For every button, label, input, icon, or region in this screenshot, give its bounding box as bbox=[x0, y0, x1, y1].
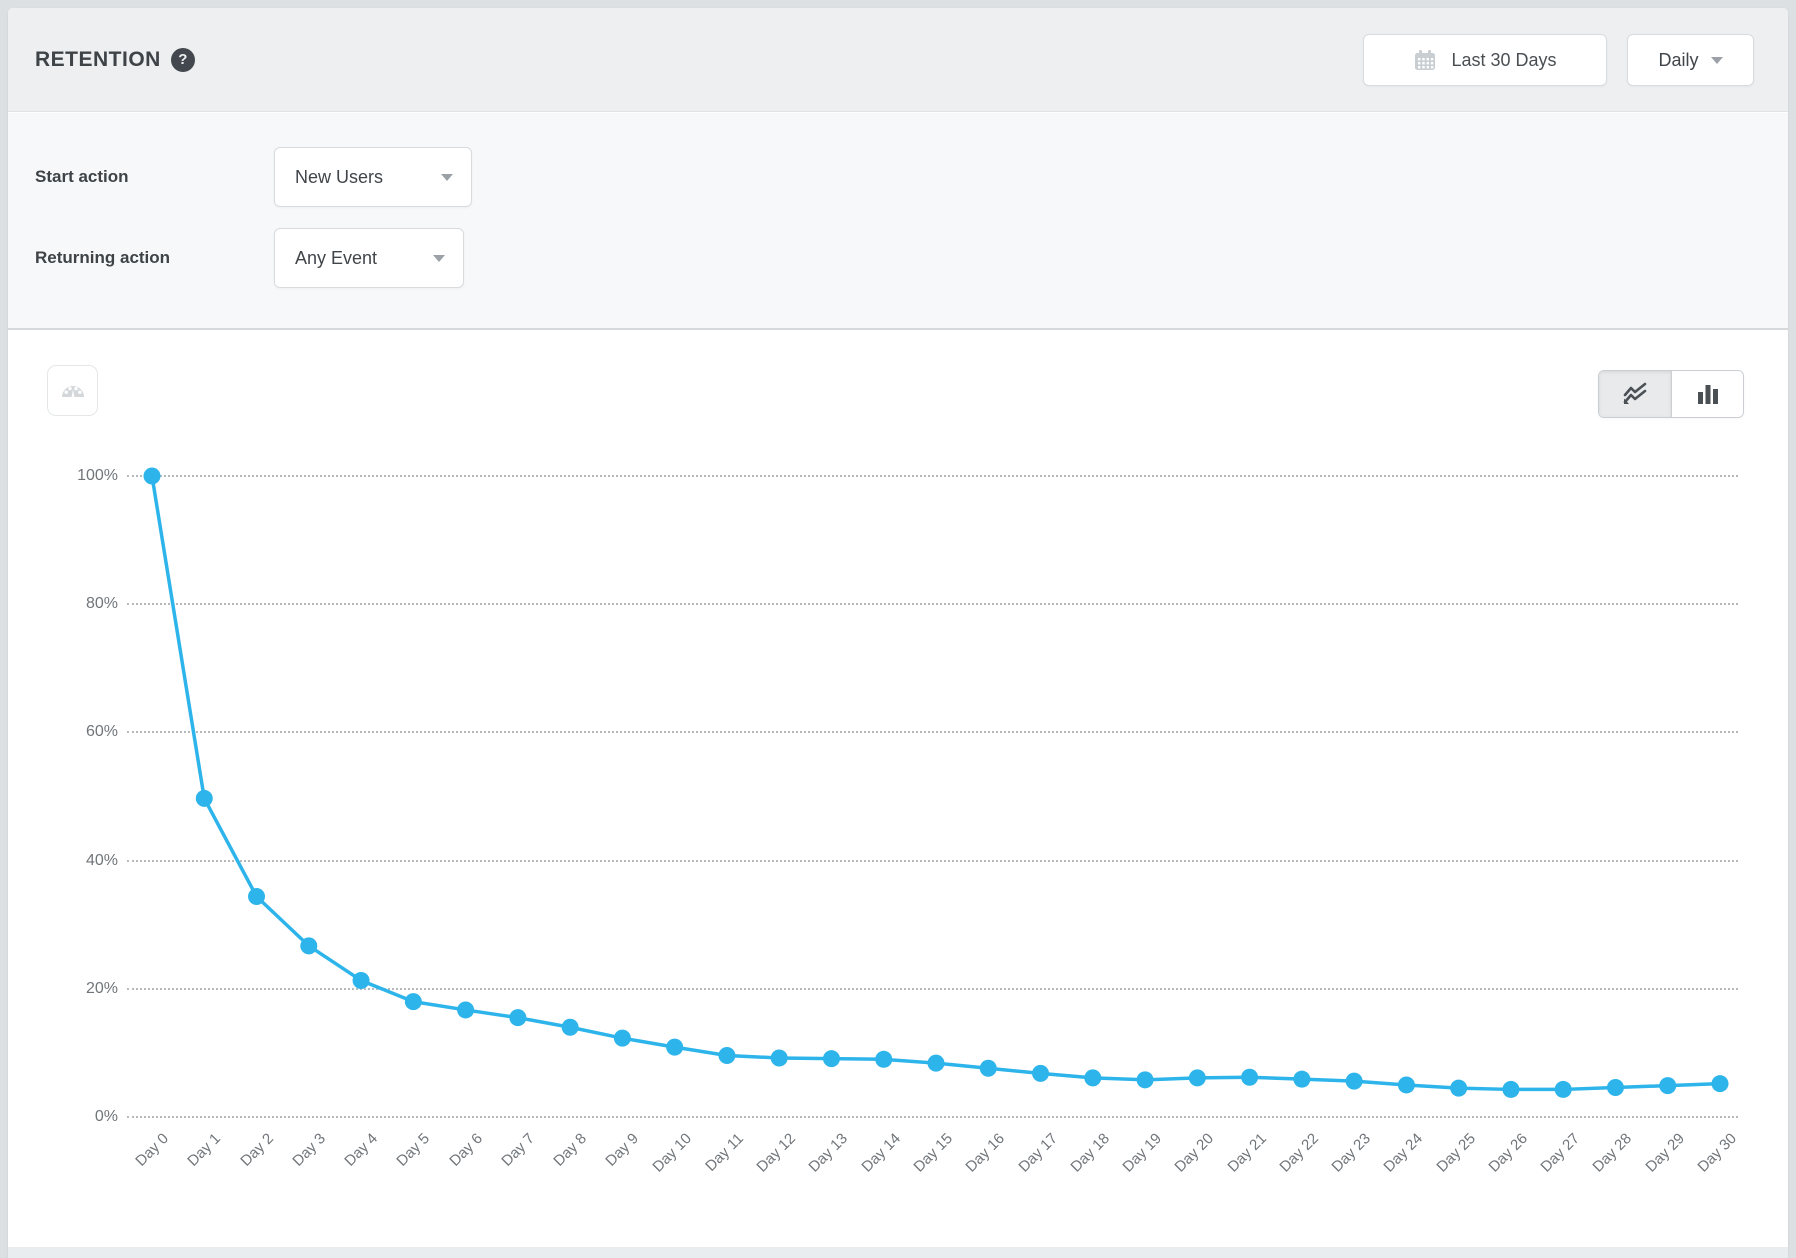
y-axis-tick-label: 80% bbox=[85, 595, 118, 613]
report-header: RETENTION ? Last 30 Days Daily bbox=[8, 8, 1788, 112]
footer-strip bbox=[8, 1247, 1788, 1258]
data-point[interactable] bbox=[1659, 1077, 1677, 1095]
retention-line bbox=[150, 475, 1721, 1092]
bar-chart-icon bbox=[1697, 385, 1718, 404]
caret-down-icon bbox=[433, 254, 445, 262]
filters-section: Start action New Users Returning action … bbox=[8, 113, 1788, 330]
gridline bbox=[127, 987, 1738, 990]
data-point[interactable] bbox=[457, 1001, 475, 1019]
data-point[interactable] bbox=[875, 1050, 893, 1068]
data-point[interactable] bbox=[666, 1038, 684, 1056]
start-action-row: Start action New Users bbox=[8, 147, 1788, 207]
retention-line-series bbox=[143, 467, 1729, 1098]
gauge-icon bbox=[61, 385, 84, 397]
data-point[interactable] bbox=[1450, 1079, 1468, 1097]
calendar-icon bbox=[1415, 50, 1436, 70]
data-point[interactable] bbox=[300, 937, 318, 955]
caret-down-icon bbox=[441, 173, 453, 181]
data-point[interactable] bbox=[770, 1049, 788, 1067]
page-title: RETENTION bbox=[35, 47, 161, 71]
gridline bbox=[127, 731, 1738, 734]
data-point[interactable] bbox=[1241, 1068, 1259, 1086]
data-point[interactable] bbox=[822, 1050, 840, 1068]
returning-action-value: Any Event bbox=[295, 247, 378, 268]
date-range-label: Last 30 Days bbox=[1451, 49, 1557, 70]
chart-type-toggle bbox=[1598, 370, 1744, 418]
line-chart-icon bbox=[1623, 382, 1647, 404]
y-axis-tick-label: 100% bbox=[77, 467, 118, 484]
returning-action-dropdown[interactable]: Any Event bbox=[274, 228, 464, 288]
gridline bbox=[127, 859, 1738, 862]
data-point[interactable] bbox=[195, 789, 213, 807]
header-actions: Last 30 Days Daily bbox=[1363, 34, 1754, 86]
line-chart-toggle[interactable] bbox=[1599, 371, 1671, 417]
data-point[interactable] bbox=[1502, 1080, 1520, 1098]
start-action-dropdown[interactable]: New Users bbox=[274, 147, 472, 207]
y-axis-tick-label: 0% bbox=[94, 1108, 118, 1125]
data-point[interactable] bbox=[927, 1054, 945, 1072]
data-point[interactable] bbox=[718, 1046, 736, 1064]
start-action-label: Start action bbox=[35, 167, 129, 186]
data-point[interactable] bbox=[1345, 1072, 1363, 1090]
returning-action-label: Returning action bbox=[35, 248, 171, 267]
caret-down-icon bbox=[1710, 56, 1723, 64]
data-point[interactable] bbox=[509, 1009, 527, 1027]
gridline bbox=[127, 603, 1738, 606]
data-point[interactable] bbox=[613, 1029, 631, 1047]
data-point[interactable] bbox=[1188, 1069, 1206, 1087]
title-wrap: RETENTION ? bbox=[35, 8, 195, 111]
granularity-value: Daily bbox=[1658, 49, 1699, 70]
data-point[interactable] bbox=[1136, 1071, 1154, 1089]
data-point[interactable] bbox=[1606, 1079, 1624, 1097]
y-axis-tick-label: 20% bbox=[85, 979, 118, 997]
plot-area: 100% 80% 60% 40% 20% 0% Day 0 Day 1 Day 2 Day 3 Da… bbox=[8, 330, 1788, 1258]
date-range-button[interactable]: Last 30 Days bbox=[1363, 34, 1607, 86]
chart-section: 100% 80% 60% 40% 20% 0% Day 0 Day 1 Day 2 Day 3 Da… bbox=[8, 330, 1788, 1258]
data-point[interactable] bbox=[1084, 1069, 1102, 1087]
gridline bbox=[127, 1116, 1738, 1118]
data-point[interactable] bbox=[1032, 1064, 1050, 1082]
data-point[interactable] bbox=[248, 887, 266, 905]
y-axis-tick-label: 40% bbox=[85, 851, 118, 869]
data-point[interactable] bbox=[1397, 1076, 1415, 1094]
bar-chart-toggle[interactable] bbox=[1671, 371, 1743, 417]
gauge-button[interactable] bbox=[47, 365, 98, 416]
help-icon[interactable]: ? bbox=[170, 47, 195, 72]
data-point[interactable] bbox=[352, 971, 370, 989]
data-point[interactable] bbox=[561, 1018, 579, 1036]
data-point[interactable] bbox=[979, 1059, 997, 1077]
data-point[interactable] bbox=[1711, 1075, 1729, 1093]
start-action-value: New Users bbox=[295, 166, 384, 187]
retention-report-card: RETENTION ? Last 30 Days Daily bbox=[8, 8, 1788, 1258]
y-axis-tick-label: 60% bbox=[85, 723, 118, 741]
data-point[interactable] bbox=[1293, 1070, 1311, 1088]
data-point[interactable] bbox=[404, 993, 422, 1011]
gridline bbox=[127, 475, 1738, 477]
data-point[interactable] bbox=[1554, 1080, 1572, 1098]
returning-action-row: Returning action Any Event bbox=[8, 228, 1788, 288]
granularity-dropdown[interactable]: Daily bbox=[1627, 34, 1754, 86]
